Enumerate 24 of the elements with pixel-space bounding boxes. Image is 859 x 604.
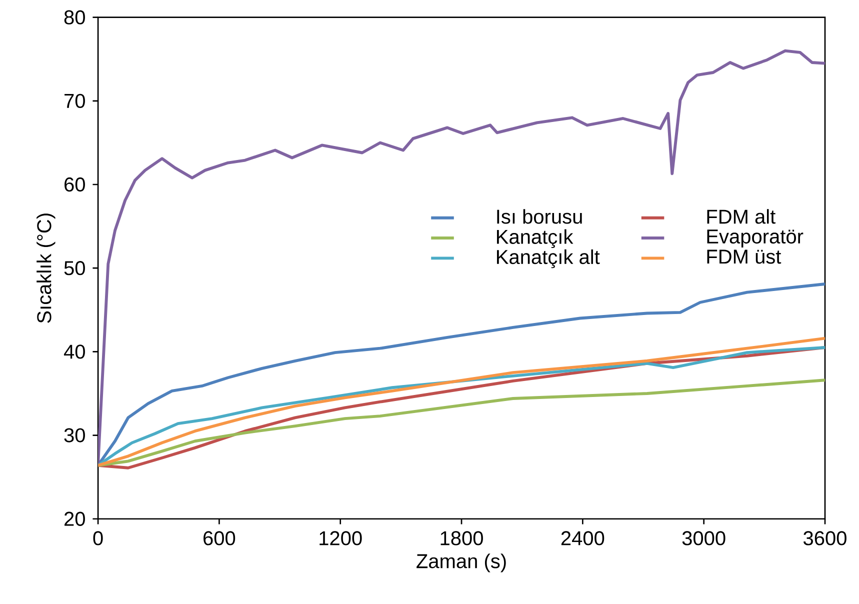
y-tick-label: 40	[64, 344, 85, 359]
legend-label: FDM alt	[707, 208, 776, 224]
legend-label: FDM üst	[707, 250, 782, 264]
y-tick-label: 50	[64, 260, 85, 276]
y-tick-label: 20	[64, 512, 85, 526]
legend-label: Kanatçık	[496, 229, 574, 248]
y-tick-label: 30	[64, 428, 85, 442]
line-series	[98, 378, 825, 467]
y-tick-label: 60	[64, 177, 85, 192]
x-tick-label: 1200	[320, 531, 362, 546]
y-tick-label: 70	[64, 94, 85, 108]
y-tick-label: 80	[64, 10, 85, 24]
x-tick-label: 3600	[803, 531, 846, 546]
legend-label: Kanatçık alt	[496, 249, 600, 268]
legend-label: Isı borusu	[497, 208, 582, 224]
x-tick-label: 1800	[440, 531, 483, 546]
legend-label: Evaporatör	[707, 230, 804, 248]
x-tick-label: 2400	[561, 531, 604, 546]
x-tick-label: 600	[204, 531, 236, 546]
x-tick-label: 0	[93, 531, 103, 546]
y-axis-title: Sıcaklık (°C)	[36, 214, 56, 323]
line-series	[98, 49, 825, 466]
x-axis-title: Zaman (s)	[416, 553, 506, 572]
x-tick-label: 3000	[682, 531, 726, 546]
